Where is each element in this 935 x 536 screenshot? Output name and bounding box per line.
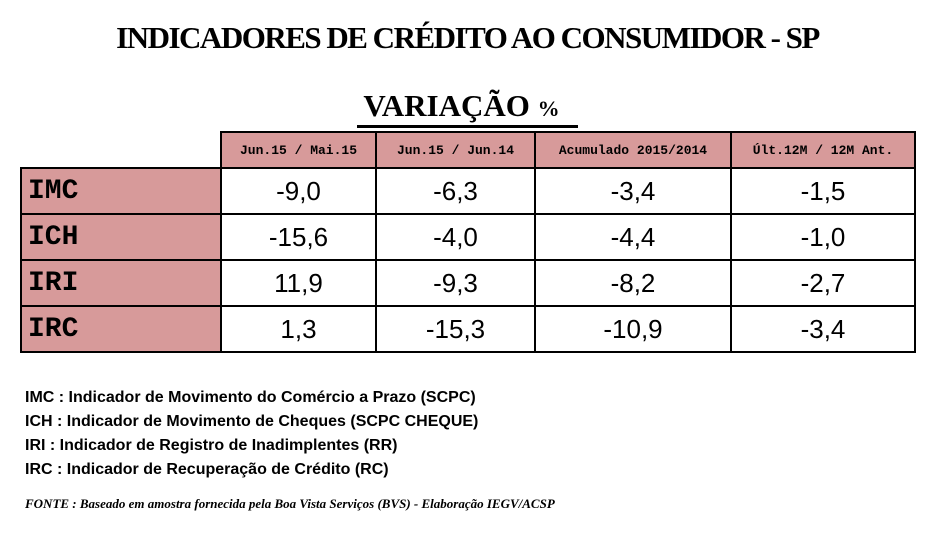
table-cell: -9,3 [375,259,536,307]
page-subtitle: VARIAÇÃO % [0,88,935,128]
table-cell: -9,0 [220,167,377,215]
legend-item: IRI : Indicador de Registro de Inadimple… [25,437,398,454]
row-label: IRC [20,305,222,353]
table-cell: -2,7 [730,259,916,307]
subtitle-percent: % [537,96,560,121]
column-header: Últ.12M / 12M Ant. [730,131,916,169]
row-label: IRI [20,259,222,307]
column-header: Jun.15 / Mai.15 [220,131,377,169]
table-cell: -8,2 [534,259,732,307]
table-cell: -4,4 [534,213,732,261]
source-note: FONTE : Baseado em amostra fornecida pel… [25,496,555,511]
legend-item: ICH : Indicador de Movimento de Cheques … [25,413,479,430]
header-row: Jun.15 / Mai.15 Jun.15 / Jun.14 Acumulad… [21,131,916,169]
table-cell: -4,0 [375,213,536,261]
table-row: IRI 11,9 -9,3 -8,2 -2,7 [20,259,916,307]
row-label: ICH [20,213,222,261]
table-cell: 1,3 [220,305,377,353]
subtitle-text: VARIAÇÃO [363,88,530,123]
legend: IMC : Indicador de Movimento do Comércio… [25,386,478,482]
table-cell: -3,4 [730,305,916,353]
table-cell: -10,9 [534,305,732,353]
legend-item: IMC : Indicador de Movimento do Comércio… [25,389,476,406]
table-cell: -6,3 [375,167,536,215]
table-cell: -1,5 [730,167,916,215]
table-row: IMC -9,0 -6,3 -3,4 -1,5 [20,167,916,215]
table-cell: 11,9 [220,259,377,307]
legend-item: IRC : Indicador de Recuperação de Crédit… [25,461,389,478]
table-row: ICH -15,6 -4,0 -4,4 -1,0 [20,213,916,261]
header-corner [21,132,221,168]
row-label: IMC [20,167,222,215]
page-title: INDICADORES DE CRÉDITO AO CONSUMIDOR - S… [116,20,820,55]
table-cell: -15,3 [375,305,536,353]
table-cell: -1,0 [730,213,916,261]
indicators-table: Jun.15 / Mai.15 Jun.15 / Jun.14 Acumulad… [20,131,916,353]
table-cell: -3,4 [534,167,732,215]
table-row: IRC 1,3 -15,3 -10,9 -3,4 [20,305,916,353]
column-header: Jun.15 / Jun.14 [375,131,536,169]
table-cell: -15,6 [220,213,377,261]
column-header: Acumulado 2015/2014 [534,131,732,169]
